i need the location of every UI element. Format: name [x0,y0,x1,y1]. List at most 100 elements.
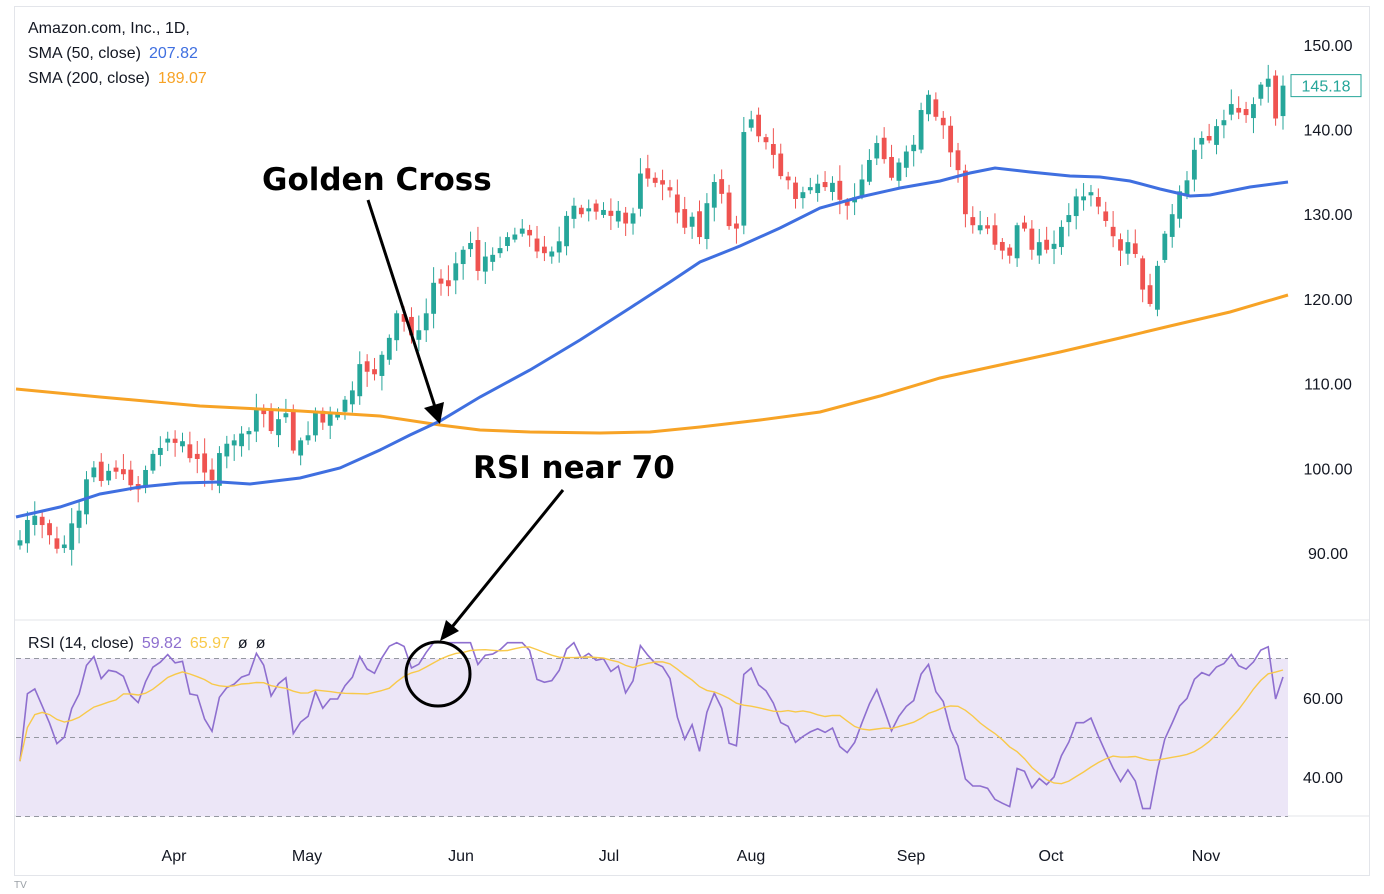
candle-body [933,99,939,117]
candle-body [17,540,23,546]
candle-body [785,176,791,181]
candle-body [940,117,946,126]
candle-body [76,510,82,528]
candle-down [209,458,215,491]
legend-sma50[interactable]: SMA (50, close) 207.82 [28,45,198,63]
candle-body [571,205,577,219]
candle-body [106,470,112,481]
candle-body [1273,75,1279,119]
candle-down [593,199,599,220]
candle-up [342,395,348,420]
candle-up [298,437,304,466]
candle-body [246,431,252,435]
candle-body [431,282,437,314]
candle-body [490,254,496,262]
candle-up [911,135,917,167]
candle-up [519,219,525,237]
sma50-label: SMA (50, close) [28,45,141,62]
candle-body [113,467,119,472]
rsi-extra-1: ø [237,635,248,652]
candle-body [61,544,67,549]
x-tick-label: Sep [897,848,926,865]
candle-down [1029,220,1035,260]
candle-body [497,248,503,254]
candle-body [290,409,296,451]
candle-down [39,510,45,539]
legend-rsi[interactable]: RSI (14, close) 59.82 65.97 ø ø [28,635,265,653]
candle-up [1051,230,1057,265]
x-tick-label: Jul [599,848,619,865]
candle-body [187,444,193,459]
candle-down [135,476,141,503]
candle-up [482,242,488,284]
golden-cross-arrowhead [424,402,444,424]
candle-body [1081,196,1086,201]
candle-body [217,453,222,486]
candle-body [830,182,835,192]
last-price-label: 145.18 [1302,79,1351,96]
candle-down [1118,233,1123,267]
candle-body [1073,196,1079,217]
candle-up [1265,64,1271,103]
candle-body [1228,104,1234,115]
candle-up [180,432,185,453]
candle-down [697,200,702,245]
candle-body [505,237,510,246]
candle-body [1147,285,1153,304]
candle-body [47,523,52,536]
candle-up [704,193,710,250]
candle-body [866,159,872,182]
candle-body [948,125,954,153]
candle-up [1088,184,1094,207]
candle-body [815,183,821,194]
candle-up [1155,260,1160,317]
candle-down [1243,101,1249,123]
candle-down [1273,70,1279,126]
candle-down [734,215,739,244]
candle-body [955,150,961,171]
candle-up [423,298,429,342]
candle-body [1125,242,1131,254]
candle-body [202,453,208,473]
candle-body [793,182,798,199]
y-tick-label: 90.00 [1308,546,1348,563]
candle-down [933,92,939,121]
candle-body [276,419,281,436]
candle-body [1022,222,1027,229]
candle-body [305,435,311,441]
candle-body [39,516,45,526]
candle-body [327,413,333,426]
candle-body [726,192,732,227]
candle-down [1044,226,1050,254]
candle-up [1059,220,1064,255]
candle-body [423,313,429,331]
candle-body [1029,228,1035,250]
candle-up [800,186,806,209]
candle-down [372,357,377,381]
candle-down [475,226,481,281]
footnote: TV [14,880,27,891]
candle-down [202,438,208,487]
candle-up [276,407,281,448]
legend-sma200[interactable]: SMA (200, close) 189.07 [28,70,207,88]
candle-body [985,225,990,229]
rsi-extra-2: ø [255,635,266,652]
candle-body [1118,239,1123,251]
candle-body [889,156,894,178]
candle-body [1214,126,1219,145]
candle-up [1228,89,1234,121]
candle-body [445,280,451,287]
candle-up [357,351,363,405]
candle-up [601,202,606,218]
candle-body [756,114,761,137]
candle-up [1221,109,1227,139]
candle-down [778,143,784,180]
candle-body [239,433,244,447]
rsi-band [16,658,1288,817]
rsi-ma-line [19,646,1284,785]
candle-up [305,421,311,445]
candle-body [1243,109,1249,116]
candle-body [283,413,289,418]
candle-up [1214,119,1219,155]
